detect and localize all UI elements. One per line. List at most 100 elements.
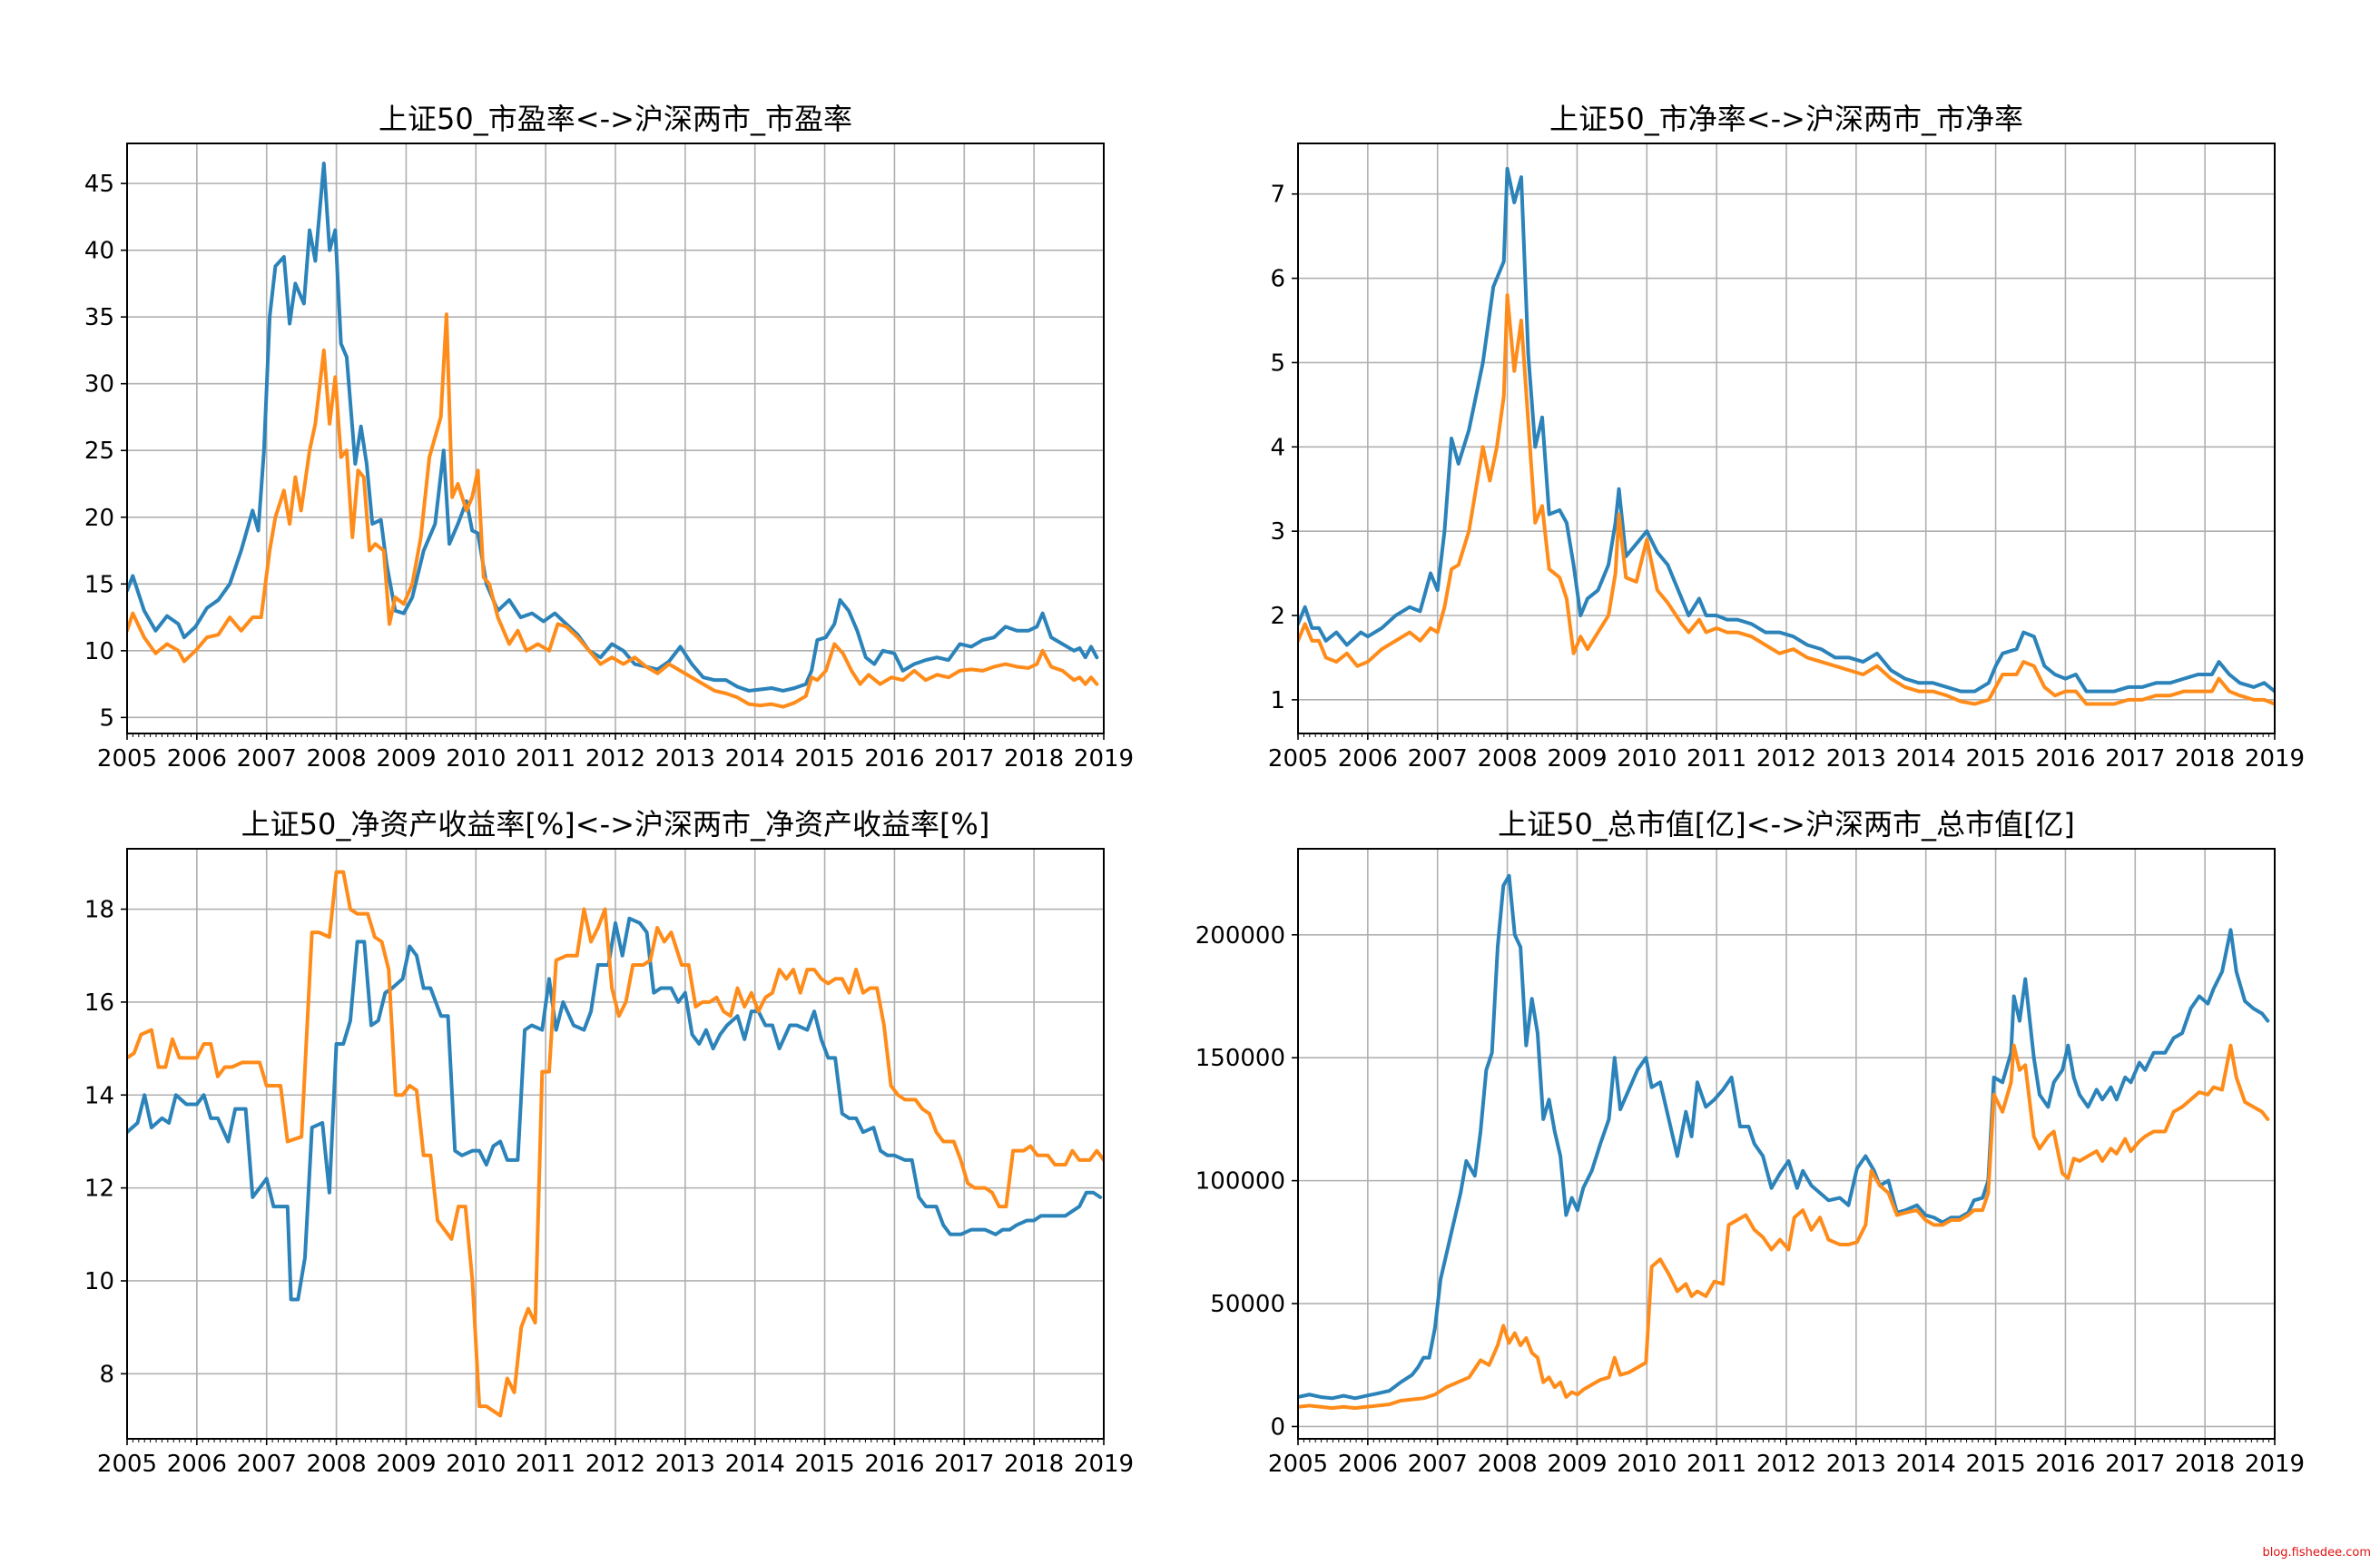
y-tick-label: 35: [84, 304, 114, 331]
x-tick-label: 2006: [167, 745, 227, 773]
x-tick-label: 2019: [1074, 1451, 1134, 1478]
x-tick-label: 2011: [516, 1451, 575, 1478]
x-tick-label: 2010: [1617, 1451, 1677, 1478]
y-tick-label: 5: [1270, 349, 1285, 377]
y-tick-label: 7: [1270, 182, 1285, 209]
x-tick-label: 2014: [725, 745, 785, 773]
x-tick-label: 2012: [585, 745, 645, 773]
x-tick-label: 2017: [2105, 1451, 2165, 1478]
y-tick-label: 8: [99, 1361, 114, 1388]
x-tick-label: 2015: [1965, 1451, 2025, 1478]
chart-pb-ratio: 上证50_市净率<->沪深两市_市净率 2005 2006 2007 2008 2009…: [1268, 102, 2305, 773]
x-tick-label: 2009: [1547, 1451, 1607, 1478]
x-tick-label: 2011: [1687, 1451, 1746, 1478]
y-tick-label: 40: [84, 238, 114, 265]
x-tick-label: 2007: [1408, 1451, 1468, 1478]
x-tick-label: 2016: [2035, 745, 2095, 773]
x-tick-label: 2016: [864, 745, 924, 773]
x-tick-label: 2010: [446, 1451, 506, 1478]
x-tick-label: 2012: [1756, 745, 1816, 773]
y-tick-label: 50000: [1210, 1291, 1285, 1318]
y-tick-label: 12: [84, 1176, 114, 1203]
x-tick-label: 2007: [237, 1451, 297, 1478]
x-tick-label: 2006: [1338, 1451, 1398, 1478]
x-tick-label: 2013: [1826, 1451, 1886, 1478]
x-tick-label: 2006: [1338, 745, 1398, 773]
x-tick-label: 2011: [516, 745, 575, 773]
x-tick-label: 2010: [446, 745, 506, 773]
x-tick-label: 2007: [1408, 745, 1468, 773]
chart-pe-ratio: 上证50_市盈率<->沪深两市_市盈率 2005 2006 2007 2008 2009…: [84, 102, 1134, 773]
x-tick-label: 2010: [1617, 745, 1677, 773]
x-tick-label: 2006: [167, 1451, 227, 1478]
plot-frame: [1297, 848, 2276, 1440]
y-tick-label: 3: [1270, 518, 1285, 546]
y-tick-label: 20: [84, 505, 114, 532]
x-tick-label: 2005: [1268, 1451, 1328, 1478]
x-tick-label: 2016: [864, 1451, 924, 1478]
y-tick-label: 14: [84, 1082, 114, 1109]
y-tick-label: 45: [84, 171, 114, 198]
x-tick-label: 2017: [2105, 745, 2165, 773]
x-tick-label: 2013: [655, 745, 715, 773]
x-tick-label: 2009: [376, 1451, 436, 1478]
x-tick-label: 2018: [1004, 745, 1064, 773]
y-tick-label: 4: [1270, 434, 1285, 461]
series-line-2: [127, 870, 1104, 1418]
series-line-2: [127, 312, 1099, 709]
x-tick-label: 2005: [1268, 745, 1328, 773]
chart-title: 上证50_市盈率<->沪深两市_市盈率: [379, 102, 852, 136]
y-tick-label: 15: [84, 571, 114, 598]
series-line-2: [1298, 1043, 2270, 1411]
series-line-1: [127, 162, 1099, 693]
y-tick-label: 6: [1270, 266, 1285, 293]
x-tick-label: 2014: [1896, 745, 1956, 773]
x-tick-label: 2014: [725, 1451, 785, 1478]
x-tick-label: 2011: [1687, 745, 1746, 773]
x-tick-label: 2008: [1477, 745, 1537, 773]
chart-title: 上证50_总市值[亿]<->沪深两市_总市值[亿]: [1498, 807, 2075, 842]
x-tick-label: 2009: [1547, 745, 1607, 773]
y-tick-label: 100000: [1195, 1168, 1285, 1196]
x-tick-label: 2015: [794, 745, 854, 773]
x-tick-label: 2017: [934, 1451, 994, 1478]
series-line-1: [1298, 166, 2275, 694]
chart-roe: 上证50_净资产收益率[%]<->沪深两市_净资产收益率[%] 2005 2006…: [84, 807, 1134, 1478]
x-tick-label: 2015: [794, 1451, 854, 1478]
y-tick-label: 1: [1270, 687, 1285, 714]
plot-frame: [126, 143, 1105, 734]
x-tick-label: 2019: [1074, 745, 1134, 773]
x-tick-label: 2012: [585, 1451, 645, 1478]
x-tick-label: 2016: [2035, 1451, 2095, 1478]
x-tick-label: 2019: [2245, 745, 2305, 773]
y-tick-label: 150000: [1195, 1045, 1285, 1072]
y-tick-label: 0: [1270, 1413, 1285, 1441]
series-line-1: [1298, 873, 2270, 1401]
x-tick-label: 2019: [2245, 1451, 2305, 1478]
x-tick-label: 2013: [655, 1451, 715, 1478]
x-tick-label: 2012: [1756, 1451, 1816, 1478]
y-tick-label: 25: [84, 438, 114, 465]
chart-title: 上证50_市净率<->沪深两市_市净率: [1549, 102, 2023, 136]
y-tick-label: 200000: [1195, 922, 1285, 950]
x-tick-label: 2008: [306, 1451, 366, 1478]
x-tick-label: 2005: [97, 745, 157, 773]
plot-frame: [126, 848, 1105, 1440]
y-tick-label: 5: [99, 704, 114, 732]
y-tick-label: 10: [84, 1268, 114, 1295]
x-tick-label: 2014: [1896, 1451, 1956, 1478]
x-tick-label: 2017: [934, 745, 994, 773]
x-tick-label: 2008: [306, 745, 366, 773]
x-tick-label: 2009: [376, 745, 436, 773]
x-tick-label: 2005: [97, 1451, 157, 1478]
x-tick-label: 2015: [1965, 745, 2025, 773]
y-tick-label: 30: [84, 371, 114, 399]
x-tick-label: 2018: [1004, 1451, 1064, 1478]
x-tick-label: 2018: [2175, 745, 2235, 773]
y-tick-label: 18: [84, 897, 114, 924]
x-tick-label: 2013: [1826, 745, 1886, 773]
series-line-1: [127, 916, 1103, 1302]
x-tick-label: 2008: [1477, 1451, 1537, 1478]
chart-title: 上证50_净资产收益率[%]<->沪深两市_净资产收益率[%]: [241, 807, 990, 842]
